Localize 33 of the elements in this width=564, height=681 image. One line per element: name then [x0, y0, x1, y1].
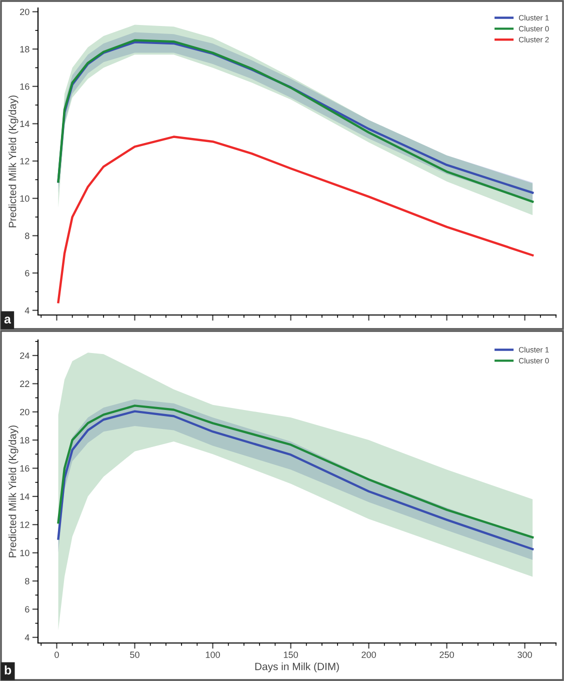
- y-tick-label: 8: [25, 232, 30, 240]
- x-tick-label: 50: [130, 652, 140, 658]
- y-tick-label: 16: [20, 465, 30, 472]
- y-tick-label: 14: [20, 120, 30, 127]
- text: b: [4, 665, 12, 675]
- y-tick-label: 6: [25, 270, 30, 276]
- y-tick-label: 8: [25, 578, 30, 584]
- text: a: [4, 316, 12, 324]
- x-tick-label: 150: [284, 652, 298, 658]
- y-tick-label: 16: [20, 83, 30, 90]
- y-tick-label: 14: [20, 493, 30, 500]
- x-tick-label: 200: [362, 652, 376, 658]
- x-axis-title: Days in Milk (DIM): [255, 662, 339, 672]
- x-tick-label: 300: [518, 652, 532, 658]
- y-tick-label: 4: [24, 634, 30, 641]
- y-tick-label: 12: [20, 158, 30, 164]
- y-tick-label: 12: [20, 522, 30, 528]
- y-tick-label: 20: [20, 8, 30, 16]
- x-tick-label: 250: [440, 652, 454, 658]
- x-tick-label: 100: [206, 652, 220, 658]
- y-tick-label: 10: [20, 550, 30, 556]
- y-tick-label: 24: [20, 352, 30, 359]
- line-series: [57, 136, 534, 304]
- y-tick-label: 20: [20, 408, 30, 416]
- y-tick-label: 22: [20, 380, 30, 387]
- x-tick-label: 0: [54, 652, 59, 658]
- y-tick-label: 4: [24, 307, 30, 314]
- y-tick-label: 6: [25, 606, 30, 613]
- y-tick-label: 18: [20, 437, 30, 444]
- y-tick-label: 18: [20, 46, 30, 52]
- y-axis-title: Predicted Milk Yield (Kg/day): [8, 96, 18, 228]
- y-axis-title: Predicted Milk Yield (Kg/day): [8, 426, 18, 558]
- y-tick-label: 10: [20, 195, 30, 202]
